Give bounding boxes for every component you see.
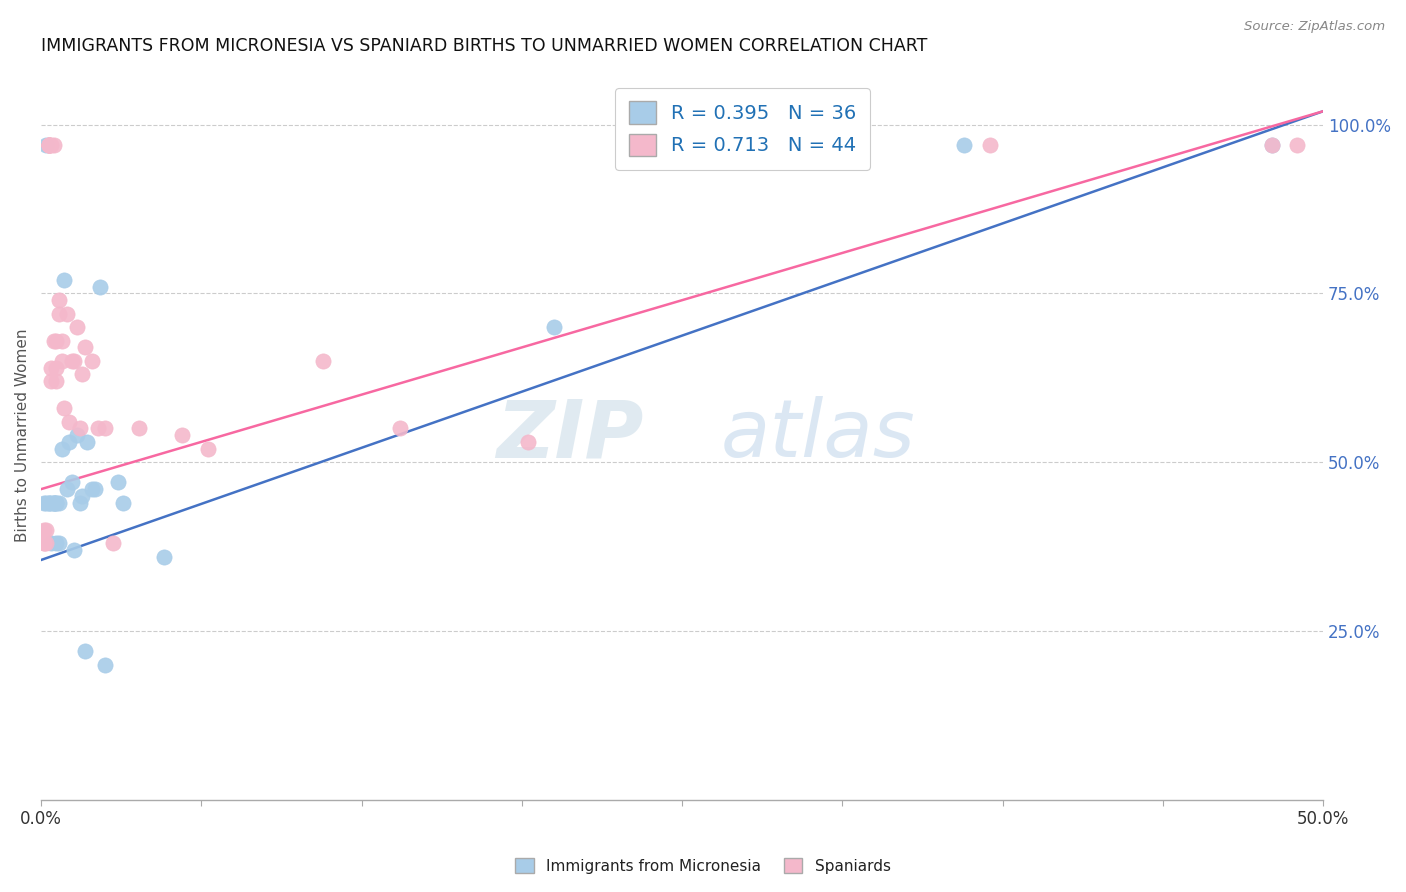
Point [38, 138, 60, 153]
Point [1261, 138, 1284, 153]
Point [45, 536, 67, 550]
Text: Source: ZipAtlas.com: Source: ZipAtlas.com [1244, 20, 1385, 33]
Point [51, 334, 73, 348]
Point [32, 536, 55, 550]
Legend: Immigrants from Micronesia, Spaniards: Immigrants from Micronesia, Spaniards [509, 852, 897, 880]
Point [112, 495, 135, 509]
Point [32, 495, 55, 509]
Point [35, 523, 58, 537]
Y-axis label: Births to Unmarried Women: Births to Unmarried Women [15, 328, 30, 541]
Point [953, 138, 976, 153]
Point [58, 434, 80, 449]
Point [42, 495, 65, 509]
Point [66, 428, 89, 442]
Point [53, 401, 76, 416]
Point [94, 657, 117, 672]
Point [38, 138, 60, 153]
Point [32, 523, 55, 537]
Text: ZIP: ZIP [496, 396, 644, 475]
Point [48, 536, 70, 550]
Point [38, 138, 60, 153]
Point [41, 536, 63, 550]
Point [35, 536, 58, 550]
Point [101, 536, 124, 550]
Point [63, 354, 86, 368]
Point [32, 536, 55, 550]
Point [89, 279, 111, 293]
Point [107, 475, 129, 490]
Point [42, 334, 65, 348]
Legend: R = 0.395   N = 36, R = 0.713   N = 44: R = 0.395 N = 36, R = 0.713 N = 44 [614, 87, 870, 169]
Point [82, 482, 104, 496]
Point [73, 644, 96, 658]
Point [41, 495, 63, 509]
Point [76, 434, 98, 449]
Point [51, 354, 73, 368]
Point [69, 421, 91, 435]
Point [86, 421, 108, 435]
Point [48, 293, 70, 308]
Point [63, 542, 86, 557]
Point [42, 138, 65, 153]
Point [42, 495, 65, 509]
Point [60, 475, 83, 490]
Point [517, 434, 540, 449]
Point [1261, 138, 1284, 153]
Point [73, 340, 96, 354]
Point [55, 482, 77, 496]
Point [58, 415, 80, 429]
Point [60, 354, 83, 368]
Point [70, 368, 93, 382]
Point [1286, 138, 1309, 153]
Point [41, 374, 63, 388]
Point [48, 307, 70, 321]
Point [45, 495, 67, 509]
Point [312, 354, 335, 368]
Point [389, 421, 412, 435]
Point [82, 354, 104, 368]
Point [48, 495, 70, 509]
Point [41, 360, 63, 375]
Point [45, 495, 67, 509]
Point [197, 442, 219, 456]
Point [35, 138, 58, 153]
Point [35, 495, 58, 509]
Point [172, 428, 194, 442]
Point [94, 421, 117, 435]
Point [543, 320, 565, 334]
Point [53, 273, 76, 287]
Point [42, 495, 65, 509]
Point [153, 549, 176, 564]
Point [55, 307, 77, 321]
Point [51, 442, 73, 456]
Point [128, 421, 150, 435]
Point [84, 482, 107, 496]
Point [38, 495, 60, 509]
Point [70, 489, 93, 503]
Point [38, 138, 60, 153]
Point [979, 138, 1001, 153]
Point [41, 138, 63, 153]
Point [66, 320, 89, 334]
Point [38, 495, 60, 509]
Point [45, 334, 67, 348]
Point [45, 374, 67, 388]
Text: IMMIGRANTS FROM MICRONESIA VS SPANIARD BIRTHS TO UNMARRIED WOMEN CORRELATION CHA: IMMIGRANTS FROM MICRONESIA VS SPANIARD B… [41, 37, 928, 55]
Point [38, 138, 60, 153]
Point [45, 360, 67, 375]
Point [69, 495, 91, 509]
Text: atlas: atlas [721, 396, 915, 475]
